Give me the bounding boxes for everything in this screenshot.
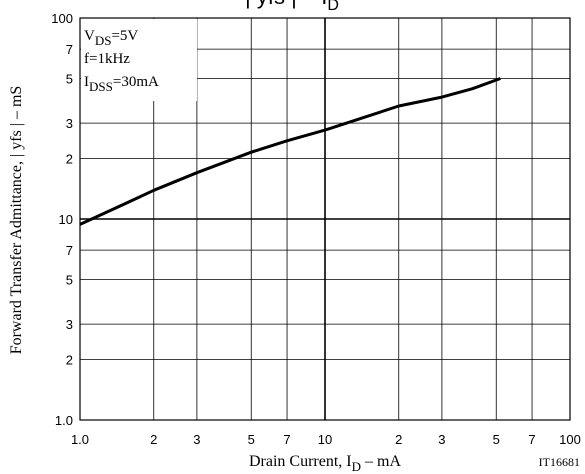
x-tick-label: 1.0: [71, 432, 89, 447]
y-tick-label: 7: [66, 42, 73, 57]
title-main: | yfs | – I: [245, 0, 327, 9]
annotation-sub: DSS: [89, 79, 113, 94]
y-tick-label: 5: [66, 72, 73, 87]
chart-title: | yfs | – ID: [245, 0, 339, 14]
y-axis-label: Forward Transfer Admittance, | yfs | – m…: [8, 86, 25, 355]
y-tick-label: 3: [66, 317, 73, 332]
y-tick-label: 7: [66, 243, 73, 258]
plot-frame: [79, 17, 571, 421]
y-tick-label: 2: [66, 151, 73, 166]
x-label-rest: – mA: [361, 453, 401, 470]
x-tick-label: 2: [395, 432, 402, 447]
y-tick-label: 5: [66, 273, 73, 288]
annotation-main: f=1kHz: [84, 51, 130, 67]
x-tick-label: 3: [438, 432, 445, 447]
data-line: [79, 77, 501, 226]
x-tick-label: 3: [193, 432, 200, 447]
figure-code: IT16681: [539, 455, 580, 469]
x-tick-label: 5: [493, 432, 500, 447]
y-tick-label: 3: [66, 116, 73, 131]
x-label-main: Drain Current, I: [249, 453, 352, 470]
y-tick-label: 2: [66, 352, 73, 367]
x-tick-label: 100: [559, 432, 581, 447]
x-axis-label: Drain Current, ID – mA: [249, 453, 401, 474]
x-tick-label: 10: [318, 432, 332, 447]
y-tick-label: 100: [51, 11, 73, 26]
annotation: f=1kHz: [84, 51, 130, 67]
title-sub: D: [327, 0, 339, 14]
y-tick-label: 10: [59, 212, 73, 227]
annotation-main: I: [84, 74, 89, 90]
x-tick-label: 7: [528, 432, 535, 447]
x-label-sub: D: [352, 459, 361, 474]
x-tick-label: 5: [248, 432, 255, 447]
y-tick-label: 1.0: [55, 413, 73, 428]
annotation-sub: DS: [95, 33, 112, 48]
annotation: VDS=5V: [84, 28, 138, 48]
annotation-box: [81, 19, 197, 101]
x-tick-label: 7: [283, 432, 290, 447]
annotation-rest: =5V: [111, 28, 138, 44]
annotation: IDSS=30mA: [84, 74, 159, 94]
annotation-main: V: [84, 28, 95, 44]
x-tick-label: 2: [150, 432, 157, 447]
annotation-rest: =30mA: [113, 74, 159, 90]
